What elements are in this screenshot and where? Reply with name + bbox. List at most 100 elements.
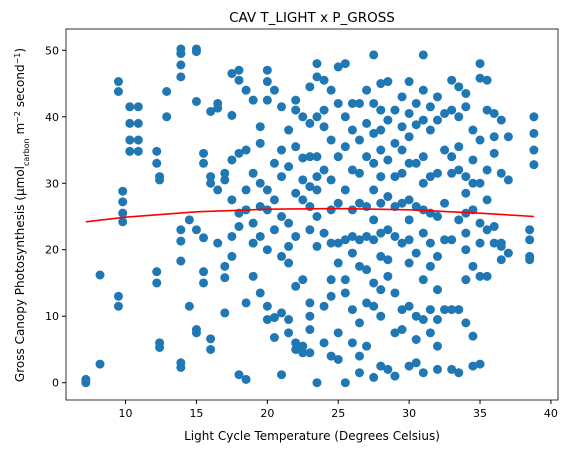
point xyxy=(333,258,343,268)
point xyxy=(305,118,315,128)
point xyxy=(312,211,322,221)
point xyxy=(125,135,135,145)
point xyxy=(176,225,186,235)
point xyxy=(425,125,435,135)
point xyxy=(390,138,400,148)
point xyxy=(432,115,442,125)
point xyxy=(118,208,128,218)
point xyxy=(354,368,364,378)
point xyxy=(397,92,407,102)
point xyxy=(191,47,201,57)
point xyxy=(482,271,492,281)
point xyxy=(376,198,386,208)
fit-line xyxy=(85,207,534,223)
point xyxy=(305,225,315,235)
point xyxy=(176,60,186,70)
point xyxy=(354,235,364,245)
point xyxy=(418,50,428,60)
point xyxy=(206,178,216,188)
point xyxy=(95,359,105,369)
point xyxy=(440,198,450,208)
point xyxy=(475,135,485,145)
point xyxy=(376,228,386,238)
point xyxy=(248,168,258,178)
point xyxy=(461,102,471,112)
point xyxy=(376,145,386,155)
point xyxy=(354,261,364,271)
point xyxy=(496,115,506,125)
point xyxy=(305,298,315,308)
point xyxy=(248,271,258,281)
point xyxy=(326,175,336,185)
point xyxy=(383,225,393,235)
point xyxy=(525,225,535,235)
point xyxy=(176,362,186,372)
point xyxy=(411,358,421,368)
point xyxy=(319,228,329,238)
point xyxy=(262,185,272,195)
y-axis-label-part: second xyxy=(13,64,27,111)
point xyxy=(298,275,308,285)
point xyxy=(176,236,186,246)
point xyxy=(340,288,350,298)
point xyxy=(354,318,364,328)
point xyxy=(319,122,329,132)
point xyxy=(277,370,287,380)
point xyxy=(326,238,336,248)
point xyxy=(298,348,308,358)
point xyxy=(152,267,162,277)
point xyxy=(461,245,471,255)
point xyxy=(340,275,350,285)
point xyxy=(284,258,294,268)
point xyxy=(284,125,294,135)
point xyxy=(376,172,386,182)
point xyxy=(277,251,287,261)
point xyxy=(333,98,343,108)
x-axis-label: Light Cycle Temperature (Degrees Celsius… xyxy=(184,429,440,443)
point xyxy=(312,152,322,162)
point xyxy=(227,155,237,165)
point xyxy=(418,115,428,125)
point xyxy=(312,172,322,182)
point xyxy=(298,153,308,163)
point xyxy=(220,261,230,271)
point xyxy=(176,72,186,82)
point xyxy=(241,374,251,384)
point xyxy=(155,175,165,185)
point xyxy=(362,152,372,162)
point xyxy=(529,128,539,138)
point xyxy=(220,308,230,318)
point xyxy=(125,118,135,128)
point xyxy=(369,215,379,225)
point xyxy=(199,267,209,277)
point xyxy=(369,372,379,382)
point xyxy=(489,108,499,118)
point xyxy=(404,258,414,268)
point xyxy=(376,125,386,135)
point xyxy=(347,98,357,108)
point xyxy=(199,158,209,168)
point xyxy=(319,338,329,348)
point xyxy=(411,248,421,258)
point xyxy=(390,172,400,182)
point xyxy=(277,172,287,182)
point xyxy=(489,148,499,158)
point xyxy=(425,172,435,182)
y-tick-label: 0 xyxy=(52,377,59,390)
point xyxy=(213,185,223,195)
y-axis-label-part: carbon xyxy=(22,138,31,166)
point xyxy=(482,195,492,205)
point xyxy=(213,103,223,113)
point xyxy=(340,59,350,69)
point xyxy=(305,348,315,358)
point xyxy=(432,364,442,374)
point xyxy=(255,178,265,188)
point xyxy=(277,145,287,155)
point xyxy=(369,301,379,311)
point xyxy=(347,205,357,215)
point xyxy=(404,195,414,205)
point xyxy=(390,288,400,298)
y-axis-label-part: −2 xyxy=(13,111,22,123)
point xyxy=(234,370,244,380)
